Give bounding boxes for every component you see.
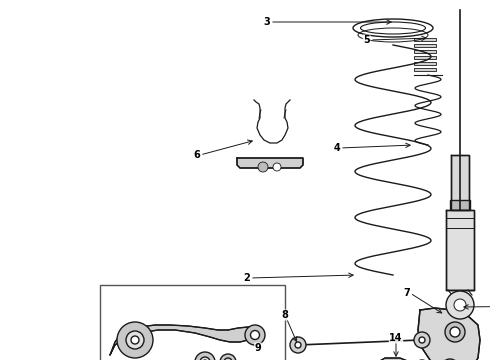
Bar <box>414 56 436 59</box>
Polygon shape <box>451 155 469 210</box>
Circle shape <box>117 322 153 358</box>
Bar <box>414 50 436 53</box>
Polygon shape <box>418 308 480 360</box>
Text: 14: 14 <box>389 333 403 343</box>
Polygon shape <box>378 358 414 360</box>
Circle shape <box>295 342 301 348</box>
Text: 9: 9 <box>255 343 261 353</box>
Bar <box>414 62 436 65</box>
Circle shape <box>131 336 139 344</box>
Polygon shape <box>110 325 262 355</box>
Text: 2: 2 <box>243 273 250 283</box>
Text: 6: 6 <box>193 150 200 160</box>
Circle shape <box>273 163 281 171</box>
Polygon shape <box>237 158 303 168</box>
Circle shape <box>419 337 425 343</box>
Circle shape <box>450 327 460 337</box>
Bar <box>414 68 436 71</box>
Circle shape <box>250 330 260 339</box>
Bar <box>414 44 436 47</box>
Circle shape <box>445 322 465 342</box>
Circle shape <box>220 354 236 360</box>
Polygon shape <box>446 210 474 290</box>
Circle shape <box>224 358 232 360</box>
Bar <box>414 38 436 41</box>
Text: 4: 4 <box>333 143 340 153</box>
Text: 7: 7 <box>403 288 410 298</box>
Circle shape <box>446 291 474 319</box>
Bar <box>100 285 285 360</box>
Text: 8: 8 <box>282 310 289 320</box>
Circle shape <box>200 357 210 360</box>
Circle shape <box>414 332 430 348</box>
Text: 5: 5 <box>363 35 370 45</box>
Circle shape <box>290 337 306 353</box>
Circle shape <box>454 299 466 311</box>
Polygon shape <box>450 200 470 210</box>
Text: 3: 3 <box>263 17 270 27</box>
Circle shape <box>245 325 265 345</box>
Circle shape <box>126 331 144 349</box>
Circle shape <box>195 352 215 360</box>
Circle shape <box>258 162 268 172</box>
Circle shape <box>441 359 459 360</box>
